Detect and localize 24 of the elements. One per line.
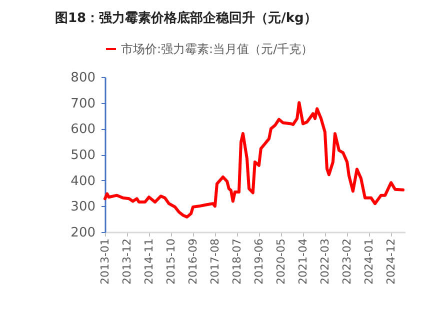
- y-tick-label: 400: [70, 174, 96, 189]
- x-tick-label: 2024-12: [384, 238, 398, 284]
- y-tick-label: 500: [70, 148, 96, 163]
- legend-label: 市场价:强力霉素:当月值（元/千克）: [121, 42, 314, 56]
- x-tick-label: 2014-11: [142, 238, 156, 284]
- x-tick-label: 2015-10: [164, 238, 178, 284]
- y-tick-label: 600: [70, 122, 96, 138]
- chart-title: 图18：强力霉素价格底部企稳回升（元/kg）: [55, 10, 317, 26]
- x-tick-label: 2016-09: [186, 238, 200, 284]
- y-tick-label: 800: [70, 70, 96, 86]
- x-tick-label: 2022-03: [318, 238, 332, 284]
- x-tick-label: 2017-08: [208, 238, 222, 284]
- y-tick-label: 300: [70, 200, 96, 215]
- x-tick-label: 2013-12: [120, 238, 134, 284]
- x-tick-label: 2019-06: [252, 238, 266, 284]
- x-tick-label: 2024-01: [362, 238, 376, 284]
- x-tick-label: 2020-05: [274, 238, 288, 284]
- y-tick-label: 200: [70, 226, 96, 240]
- x-tick-label: 2018-07: [230, 238, 244, 284]
- x-tick-label: 2021-04: [296, 238, 310, 284]
- line-series: [104, 101, 405, 219]
- x-tick-label: 2013-01: [98, 238, 112, 284]
- y-tick-label: 700: [70, 96, 96, 112]
- x-tick-label: 2023-02: [340, 238, 354, 284]
